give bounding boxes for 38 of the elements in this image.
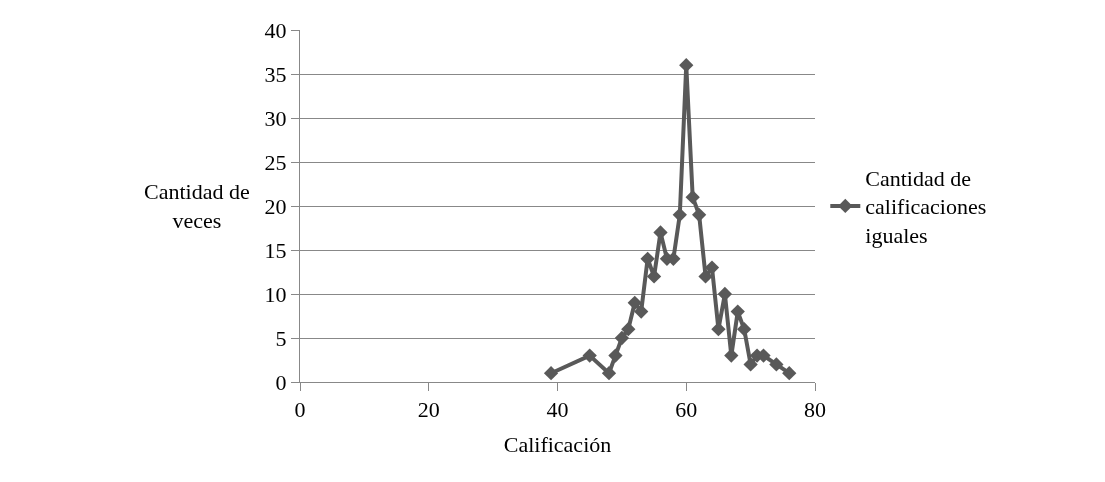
y-tick-label: 5 — [275, 325, 287, 351]
point — [621, 322, 636, 337]
point — [782, 366, 797, 381]
y-tick-label: 40 — [264, 17, 287, 43]
y-tick-label: 0 — [275, 369, 287, 395]
point — [634, 304, 649, 319]
point — [743, 357, 758, 372]
y-tick-label: 10 — [264, 281, 287, 307]
point — [627, 295, 642, 310]
point — [704, 260, 720, 275]
x-axis-title: Calificación — [503, 432, 612, 458]
x-tick-label: 20 — [417, 397, 440, 423]
point — [679, 58, 694, 73]
point — [646, 269, 662, 284]
point — [543, 366, 559, 381]
legend-label: Cantidad de calificaciones iguales — [865, 165, 987, 249]
y-axis-title: Cantidad de veces — [144, 179, 250, 233]
y-tick-label: 30 — [264, 105, 287, 131]
point — [608, 348, 623, 363]
y-tick-label: 15 — [264, 237, 287, 263]
point — [691, 207, 707, 222]
y-tick-label: 20 — [264, 193, 287, 219]
x-tick-label: 80 — [804, 397, 826, 423]
point — [698, 269, 713, 284]
point — [614, 330, 630, 346]
point — [582, 348, 597, 363]
point — [640, 251, 655, 266]
x-tick-label: 60 — [675, 397, 698, 423]
point — [672, 207, 687, 222]
point — [685, 190, 700, 205]
point — [601, 366, 617, 381]
point — [769, 357, 784, 372]
y-tick-label: 35 — [264, 61, 287, 87]
point — [711, 322, 726, 337]
y-tick-label: 25 — [264, 149, 287, 175]
x-tick-label: 0 — [294, 397, 306, 423]
point — [737, 322, 752, 337]
x-tick-label: 40 — [546, 397, 569, 423]
